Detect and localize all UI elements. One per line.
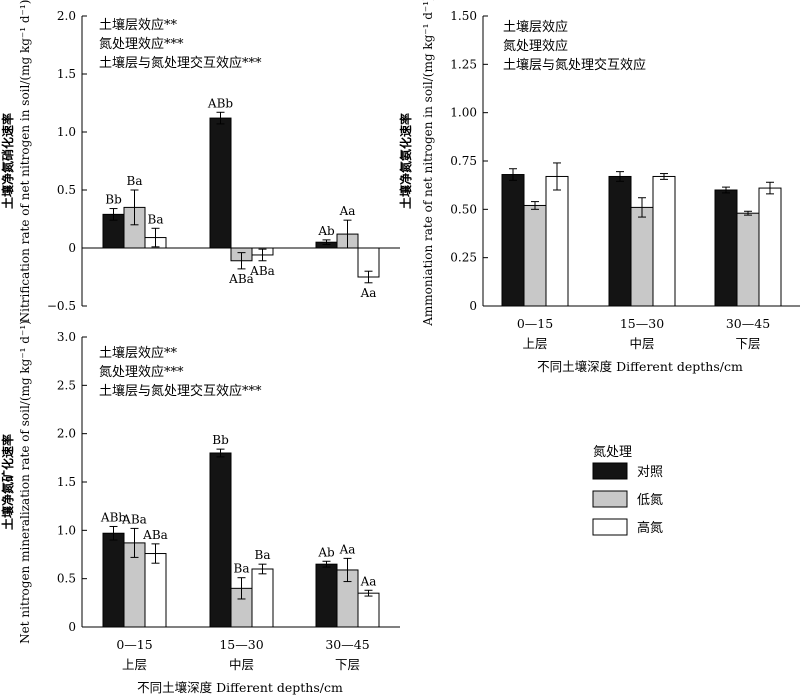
mineralization-annotation: 土壤层效应**: [99, 345, 178, 361]
nitrification-y-tick-label: 2.0: [57, 9, 76, 23]
ammonification-category-depth: 15—30: [620, 316, 664, 331]
ammonification-annotation: 土壤层与氮处理交互效应: [503, 57, 646, 73]
mineralization-bar: [102, 532, 125, 628]
ammonification-bar: [523, 204, 547, 307]
ammonification-category-layer: 下层: [735, 336, 760, 351]
ammonification-bar: [758, 187, 782, 307]
ammonification-ylabel-en: Ammoniation rate of net nitrogen in soil…: [421, 0, 435, 327]
nitrification-bar-label: Ba: [127, 174, 143, 188]
ammonification-category-layer: 中层: [629, 336, 654, 351]
ammonification-bar: [736, 212, 760, 307]
nitrification-bar-label: ABa: [228, 272, 254, 286]
mineralization-category-layer: 上层: [122, 657, 147, 672]
ammonification-bar: [714, 189, 738, 307]
legend-label-low-n: 低氮: [637, 493, 663, 508]
ammonification-y-tick-label: 0.75: [450, 154, 477, 168]
mineralization-category-depth: 15—30: [219, 637, 263, 652]
ammonification-category-depth: 0—15: [517, 316, 553, 331]
ammonification-bar: [501, 174, 525, 307]
nitrification-panel: −0.5 0 0.5 1.0 1.5 2.0 土壤净氮硝化速率 Nitrification r…: [0, 0, 400, 322]
ammonification-bar: [545, 175, 569, 307]
mineralization-y-tick-label: 2.0: [57, 427, 76, 441]
mineralization-bar: [315, 563, 338, 628]
mineralization-bar-label: Ba: [255, 548, 271, 562]
mineralization-category-depth: 0—15: [116, 637, 152, 652]
nitrification-bar-label: Bb: [105, 193, 122, 207]
nitrification-bar-label: Aa: [339, 204, 356, 218]
mineralization-y-tick-label: 3.0: [57, 330, 76, 344]
mineralization-bar: [357, 592, 380, 628]
mineralization-y-tick-label: 1.5: [57, 475, 76, 489]
mineralization-bar: [251, 568, 274, 628]
nitrification-y-tick-label: 1.0: [57, 125, 76, 139]
nitrification-bar-label: ABa: [249, 264, 275, 278]
ammonification-xlabel: 不同土壤深度 Different depths/cm: [537, 359, 743, 374]
mineralization-bar-label: Aa: [339, 542, 356, 556]
legend: 氮处理 对照 低氮 高氮: [592, 445, 663, 536]
mineralization-panel: 0 0.5 1.0 1.5 2.0 2.5 3.0 土壤净氮矿化速率 Net nitrogen …: [0, 320, 400, 695]
nitrification-annotation: 土壤层效应**: [99, 17, 178, 33]
mineralization-bar-label: ABb: [100, 510, 126, 524]
mineralization-bar-label: Ba: [234, 562, 250, 576]
ammonification-y-tick-label: 0.25: [450, 251, 477, 265]
mineralization-y-tick-label: 1.0: [57, 523, 76, 537]
nitrification-bar-label: ABb: [207, 96, 233, 110]
mineralization-xlabel: 不同土壤深度 Different depths/cm: [137, 680, 343, 695]
mineralization-bar: [144, 553, 167, 628]
nitrification-annotation: 氮处理效应***: [99, 36, 184, 52]
mineralization-category-depth: 30—45: [325, 637, 369, 652]
nitrification-ylabel-en: Nitrification rate of net nitrogen in so…: [18, 0, 32, 322]
mineralization-ylabel-en: Net nitrogen mineralization rate of soil…: [18, 320, 32, 644]
nitrification-y-tick-label: 1.5: [57, 67, 76, 81]
ammonification-panel: 0 0.25 0.50 0.75 1.00 1.25 1.50 土壤净氮氨化速率 Ammonia…: [398, 0, 800, 374]
nitrification-bar: [209, 117, 232, 249]
ammonification-annotation: 土壤层效应: [503, 19, 568, 35]
mineralization-bar-label: ABa: [121, 512, 147, 526]
ammonification-y-tick-label: 1.25: [450, 57, 477, 71]
mineralization-category-layer: 中层: [229, 657, 254, 672]
mineralization-bar-label: Ab: [317, 545, 335, 559]
legend-swatch-low-n: [592, 490, 628, 508]
nitrification-bar-label: Aa: [360, 286, 377, 300]
mineralization-ylabel-cn: 土壤净氮矿化速率: [0, 434, 15, 530]
legend-label-high-n: 高氮: [637, 520, 663, 536]
ammonification-category-layer: 上层: [522, 336, 547, 351]
mineralization-category-layer: 下层: [335, 657, 360, 672]
ammonification-bar: [630, 206, 654, 307]
ammonification-ylabel-cn: 土壤净氮氨化速率: [398, 113, 413, 209]
legend-title: 氮处理: [593, 445, 632, 460]
mineralization-bar: [209, 452, 232, 628]
nitrification-y-tick-label: 0: [68, 241, 76, 255]
nitrification-y-tick-label: 0.5: [57, 183, 76, 197]
mineralization-annotation: 土壤层与氮处理交互效应***: [99, 383, 262, 399]
ammonification-category-depth: 30—45: [726, 316, 770, 331]
mineralization-y-tick-label: 0: [68, 620, 76, 634]
legend-swatch-control: [592, 462, 628, 480]
ammonification-y-tick-label: 0.50: [450, 202, 477, 216]
ammonification-annotation: 氮处理效应: [503, 38, 568, 54]
mineralization-bar-label: Aa: [360, 574, 377, 588]
ammonification-bar: [652, 175, 676, 307]
mineralization-y-tick-label: 2.5: [57, 378, 76, 392]
ammonification-bar: [608, 175, 632, 307]
nitrification-y-tick-label: −0.5: [47, 299, 76, 313]
mineralization-y-tick-label: 0.5: [57, 572, 76, 586]
legend-label-control: 对照: [637, 465, 663, 480]
mineralization-bar-label: ABa: [142, 528, 168, 542]
nitrification-bar-label: Ba: [148, 212, 164, 226]
nitrification-ylabel-cn: 土壤净氮硝化速率: [0, 113, 15, 209]
nitrification-annotation: 土壤层与氮处理交互效应***: [99, 55, 262, 71]
mineralization-annotation: 氮处理效应***: [99, 364, 184, 380]
ammonification-y-tick-label: 0: [469, 299, 477, 313]
mineralization-bar-label: Bb: [212, 433, 229, 447]
nitrification-bar-label: Ab: [317, 224, 335, 238]
ammonification-y-tick-label: 1.50: [450, 9, 477, 23]
ammonification-y-tick-label: 1.00: [450, 106, 477, 120]
legend-swatch-high-n: [592, 518, 628, 536]
